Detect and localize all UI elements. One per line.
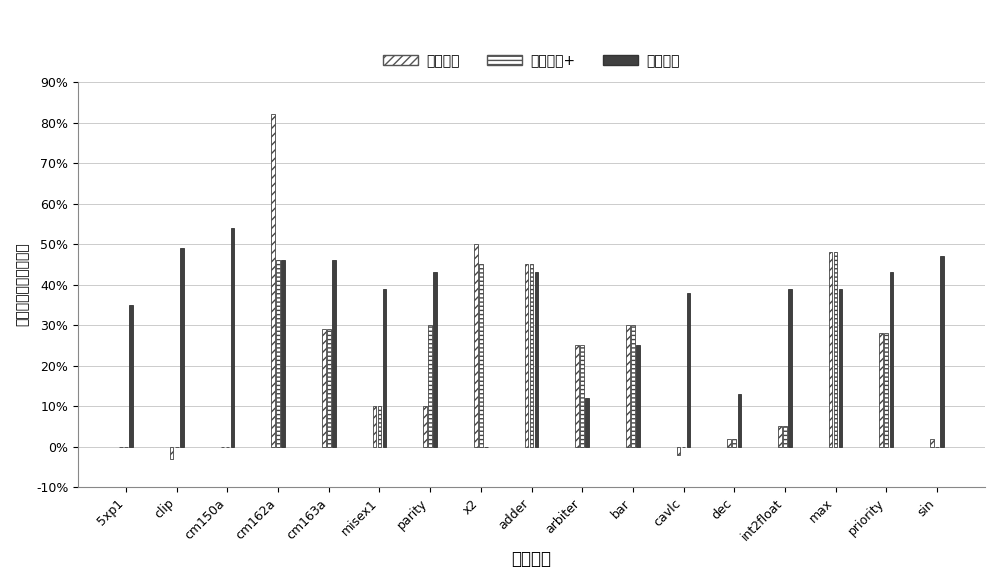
Bar bbox=[829, 252, 832, 447]
Bar bbox=[322, 329, 326, 447]
Bar bbox=[930, 438, 934, 447]
Bar bbox=[479, 264, 483, 447]
Bar bbox=[834, 252, 837, 447]
Bar bbox=[732, 438, 736, 447]
Bar bbox=[535, 272, 538, 447]
Bar bbox=[271, 114, 275, 447]
Bar bbox=[575, 345, 579, 447]
Bar bbox=[433, 272, 437, 447]
Bar bbox=[580, 345, 584, 447]
Bar bbox=[788, 289, 792, 447]
Bar bbox=[626, 325, 630, 447]
Bar bbox=[677, 447, 680, 455]
Bar bbox=[383, 289, 386, 447]
Bar bbox=[940, 257, 944, 447]
Bar bbox=[327, 329, 331, 447]
Bar bbox=[839, 289, 842, 447]
Bar bbox=[525, 264, 528, 447]
Bar bbox=[778, 426, 782, 447]
Bar bbox=[783, 426, 787, 447]
Bar bbox=[428, 325, 432, 447]
Bar bbox=[727, 438, 731, 447]
Legend: 最少单元, 最少单元+, 无限单元: 最少单元, 最少单元+, 无限单元 bbox=[378, 48, 686, 73]
Bar bbox=[129, 305, 133, 447]
X-axis label: 基准电路: 基准电路 bbox=[512, 550, 552, 568]
Bar bbox=[687, 293, 690, 447]
Bar bbox=[530, 264, 533, 447]
Bar bbox=[890, 272, 893, 447]
Bar bbox=[276, 260, 280, 447]
Bar bbox=[585, 398, 589, 447]
Bar bbox=[423, 406, 427, 447]
Bar bbox=[231, 228, 234, 447]
Bar bbox=[332, 260, 336, 447]
Bar bbox=[474, 244, 478, 447]
Bar bbox=[884, 333, 888, 447]
Bar bbox=[378, 406, 381, 447]
Bar bbox=[879, 333, 883, 447]
Y-axis label: 岆阵器资源使用的改进: 岆阵器资源使用的改进 bbox=[15, 243, 29, 326]
Bar bbox=[281, 260, 285, 447]
Bar bbox=[180, 248, 184, 447]
Bar bbox=[738, 394, 741, 447]
Bar bbox=[373, 406, 376, 447]
Bar bbox=[170, 447, 173, 459]
Bar bbox=[636, 345, 640, 447]
Bar bbox=[631, 325, 635, 447]
